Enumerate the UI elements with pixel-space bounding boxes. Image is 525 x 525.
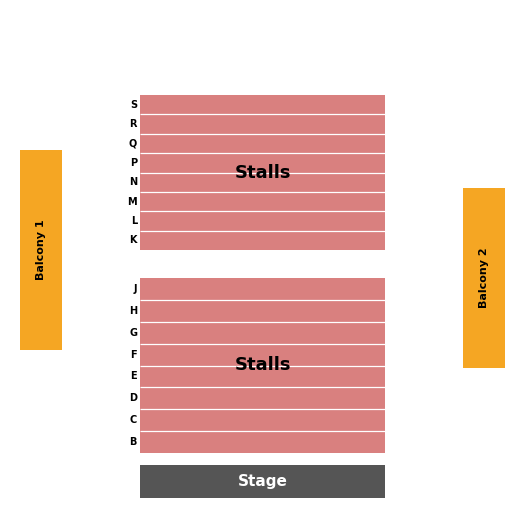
Bar (463, 188, 505, 368)
Text: H: H (129, 306, 137, 316)
Text: Q: Q (129, 139, 137, 149)
Text: Balcony 1: Balcony 1 (36, 219, 46, 280)
Text: R: R (130, 119, 137, 129)
Text: E: E (130, 372, 137, 382)
Text: M: M (128, 196, 137, 206)
Text: Stalls: Stalls (234, 356, 291, 374)
Text: Stage: Stage (237, 474, 288, 489)
Text: N: N (129, 177, 137, 187)
Bar (140, 465, 385, 498)
Bar (140, 95, 385, 250)
Text: G: G (129, 328, 137, 338)
Text: C: C (130, 415, 137, 425)
Bar (20, 150, 62, 350)
Text: Balcony 2: Balcony 2 (479, 248, 489, 308)
Text: S: S (130, 100, 137, 110)
Text: F: F (130, 350, 137, 360)
Text: K: K (130, 235, 137, 245)
Text: D: D (129, 393, 137, 403)
Text: J: J (133, 284, 137, 294)
Text: L: L (131, 216, 137, 226)
Text: P: P (130, 158, 137, 168)
Text: B: B (130, 437, 137, 447)
Text: Stalls: Stalls (234, 163, 291, 182)
Bar (140, 278, 385, 453)
